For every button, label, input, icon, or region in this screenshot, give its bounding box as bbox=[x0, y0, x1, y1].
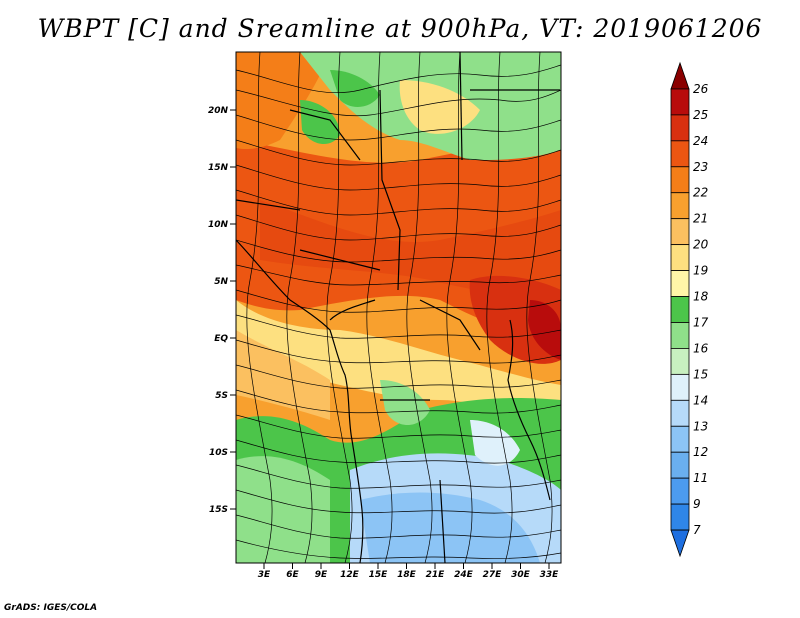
latitude-axis: 20N 15N 10N 5N EQ 5S 10S 15S bbox=[208, 106, 236, 515]
lat-tick-label: EQ bbox=[214, 334, 228, 344]
grads-credit: GrADS: IGES/COLA bbox=[4, 603, 98, 613]
colorbar-level-label: 12 bbox=[693, 445, 708, 459]
colorbar-swatch bbox=[670, 399, 690, 427]
colorbar-level-label: 22 bbox=[693, 186, 708, 200]
colorbar-level-label: 18 bbox=[693, 290, 709, 304]
colorbar-swatch bbox=[670, 166, 690, 194]
colorbar-swatch bbox=[670, 114, 690, 142]
lon-tick-label: 12E bbox=[340, 570, 360, 580]
lat-tick-label: 5N bbox=[214, 277, 228, 287]
colorbar-level-label: 19 bbox=[693, 264, 708, 278]
colorbar-top-arrow bbox=[670, 61, 690, 90]
lon-tick-label: 24E bbox=[454, 570, 474, 580]
colorbar-level-label: 25 bbox=[693, 108, 708, 122]
colorbar-swatch bbox=[670, 503, 690, 531]
colorbar-level-label: 16 bbox=[693, 341, 709, 355]
lon-tick-label: 30E bbox=[511, 570, 531, 580]
lat-tick-label: 10S bbox=[209, 448, 228, 458]
lon-tick-label: 15E bbox=[369, 570, 389, 580]
colorbar-level-label: 9 bbox=[693, 497, 701, 511]
lon-tick-label: 18E bbox=[397, 570, 417, 580]
lat-tick-label: 15S bbox=[209, 505, 228, 515]
colorbar-swatch bbox=[670, 140, 690, 168]
colorbar-level-label: 17 bbox=[693, 315, 709, 329]
colorbar-level-label: 21 bbox=[693, 212, 708, 226]
colorbar: 7 9 11 12 13 14 15 16 17 18 19 20 21 22 23 24 25 26 bbox=[670, 61, 709, 558]
colorbar-swatch bbox=[670, 192, 690, 220]
colorbar-level-label: 24 bbox=[693, 134, 708, 148]
colorbar-swatch bbox=[670, 451, 690, 479]
lon-tick-label: 33E bbox=[540, 570, 560, 580]
longitude-axis: 3E 6E 9E 12E 15E 18E 21E 24E 27E 30E 33E bbox=[258, 563, 559, 580]
colorbar-swatch bbox=[670, 477, 690, 505]
colorbar-bottom-arrow bbox=[670, 529, 690, 558]
colorbar-swatch bbox=[670, 322, 690, 349]
colorbar-level-label: 26 bbox=[693, 82, 709, 96]
colorbar-swatch bbox=[670, 296, 690, 323]
lat-tick-label: 5S bbox=[215, 391, 228, 401]
colorbar-level-label: 20 bbox=[693, 238, 709, 252]
colorbar-level-label: 15 bbox=[693, 367, 708, 381]
colorbar-level-label: 11 bbox=[693, 471, 708, 485]
coastlines bbox=[236, 52, 560, 563]
colorbar-level-label: 23 bbox=[693, 160, 708, 174]
lon-tick-label: 21E bbox=[426, 570, 446, 580]
colorbar-level-label: 7 bbox=[693, 523, 701, 537]
colorbar-swatch bbox=[670, 88, 690, 116]
colorbar-swatch bbox=[670, 425, 690, 453]
lon-tick-label: 3E bbox=[258, 570, 271, 580]
lat-tick-label: 10N bbox=[208, 220, 229, 230]
streamlines bbox=[236, 52, 561, 563]
map-title: WBPT [C] and Sreamline at 900hPa, VT: 20… bbox=[37, 14, 763, 43]
wbpt-field bbox=[236, 52, 561, 563]
lon-tick-label: 27E bbox=[483, 570, 503, 580]
colorbar-swatch bbox=[670, 348, 690, 375]
colorbar-level-label: 14 bbox=[693, 393, 708, 407]
colorbar-swatch bbox=[670, 244, 690, 271]
map-frame bbox=[235, 51, 562, 564]
lon-tick-label: 6E bbox=[286, 570, 299, 580]
lon-tick-label: 9E bbox=[315, 570, 328, 580]
colorbar-swatch bbox=[670, 270, 690, 297]
colorbar-level-label: 13 bbox=[693, 419, 708, 433]
colorbar-swatch bbox=[670, 218, 690, 246]
lat-tick-label: 15N bbox=[208, 163, 229, 173]
colorbar-swatch bbox=[670, 373, 690, 401]
lat-tick-label: 20N bbox=[208, 106, 229, 116]
